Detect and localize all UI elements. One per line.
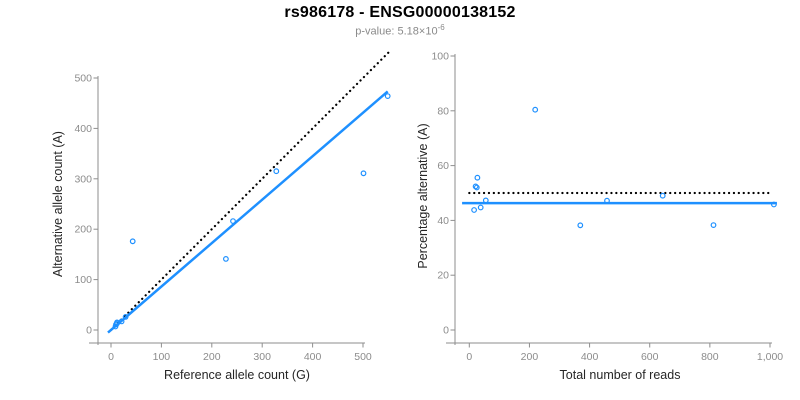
pvalue-exponent: -6 xyxy=(437,23,445,32)
x-tick-label: 100 xyxy=(153,351,171,363)
x-axis-title: Reference allele count (G) xyxy=(164,368,310,382)
y-tick-label: 20 xyxy=(437,270,449,282)
y-tick-label: 0 xyxy=(86,325,92,337)
y-tick-label: 100 xyxy=(431,51,449,63)
x-tick-label: 400 xyxy=(581,351,599,363)
data-point xyxy=(230,218,236,225)
x-tick-label: 200 xyxy=(203,351,221,363)
data-point xyxy=(273,168,280,175)
y-tick-label: 100 xyxy=(74,274,92,286)
fit-line xyxy=(107,90,389,334)
data-point xyxy=(222,256,229,262)
x-tick-label: 500 xyxy=(354,351,372,363)
percentage-panel: 0 200 400 600 800 1,000 0 20 40 60 80 100 Total numb… xyxy=(416,51,783,383)
data-point xyxy=(477,204,484,211)
y-tick-label: 60 xyxy=(437,160,449,172)
identity-line xyxy=(109,48,393,332)
data-point xyxy=(532,106,539,113)
pvalue-base: ×10 xyxy=(418,25,438,38)
data-point xyxy=(577,222,584,229)
pvalue-label: p-value: xyxy=(355,25,398,38)
y-tick-label: 80 xyxy=(437,105,449,117)
y-tick-label: 300 xyxy=(74,173,92,185)
y-axis-title: Alternative allele count (A) xyxy=(51,131,65,277)
x-tick-label: 300 xyxy=(253,351,271,363)
data-point xyxy=(473,184,480,191)
data-point xyxy=(129,238,136,245)
figure-title: rs986178 - ENSG00000138152 xyxy=(284,4,516,21)
x-tick-label: 800 xyxy=(701,351,719,363)
y-tick-label: 400 xyxy=(74,123,92,135)
data-point xyxy=(482,197,489,204)
data-point xyxy=(118,318,125,325)
pvalue-mantissa: 5.18 xyxy=(397,25,419,38)
data-points xyxy=(471,106,777,229)
data-point xyxy=(604,197,610,204)
x-axis-title: Total number of reads xyxy=(560,368,681,382)
x-tick-label: 400 xyxy=(304,351,322,363)
y-tick-label: 200 xyxy=(74,224,92,236)
y-tick-label: 500 xyxy=(74,73,92,85)
data-point xyxy=(771,201,777,208)
data-point xyxy=(472,183,479,190)
data-points xyxy=(112,93,391,330)
data-point xyxy=(360,170,367,177)
x-tick-label: 200 xyxy=(521,351,539,363)
data-point xyxy=(710,222,717,229)
x-tick-label: 600 xyxy=(641,351,659,363)
x-tick-label: 0 xyxy=(466,351,472,363)
y-axis-title: Percentage alternative (A) xyxy=(416,123,430,268)
y-tick-label: 0 xyxy=(443,325,449,337)
allele-counts-panel: 0 100 200 300 400 500 0 100 200 300 400 500 Referenc… xyxy=(51,48,393,382)
figure-subtitle: p-value: 5.18×10-6 xyxy=(0,23,800,38)
x-tick-label: 1,000 xyxy=(757,351,783,363)
data-point xyxy=(122,314,129,320)
data-point xyxy=(474,174,481,181)
data-point xyxy=(384,93,391,99)
x-tick-label: 0 xyxy=(108,351,114,363)
data-point xyxy=(659,192,666,199)
y-tick-label: 40 xyxy=(437,215,449,227)
data-point xyxy=(471,207,478,213)
